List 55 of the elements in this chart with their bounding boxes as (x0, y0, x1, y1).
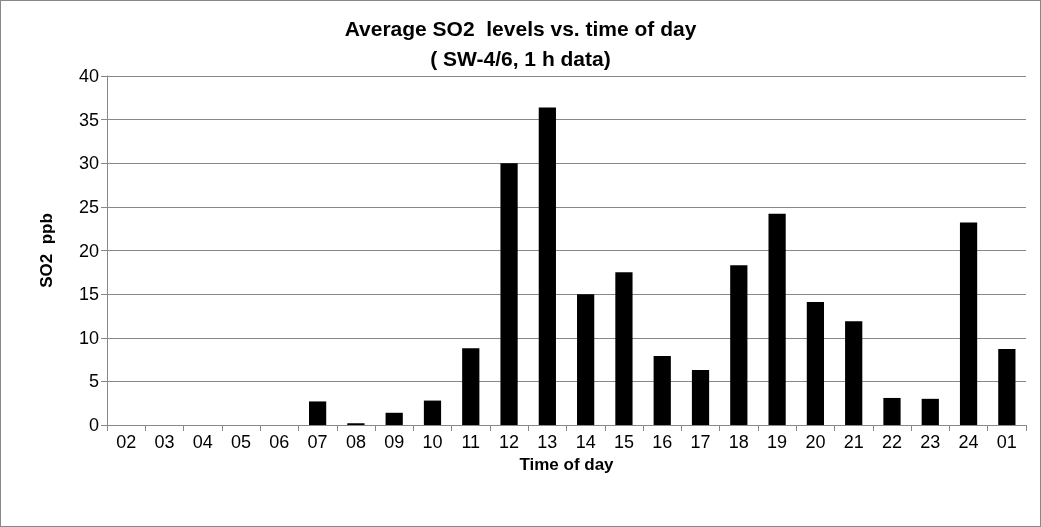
bar (845, 321, 863, 425)
y-tick-label: 35 (78, 109, 99, 130)
x-tick-label: 11 (461, 432, 481, 452)
bar (653, 356, 671, 425)
y-tick-label: 5 (88, 371, 99, 392)
bar (615, 272, 633, 425)
y-tick-label: 30 (78, 153, 99, 174)
x-tick-label: 18 (728, 432, 749, 452)
x-tick-label: 06 (269, 432, 290, 452)
x-tick-label: 09 (384, 432, 405, 452)
y-tick-label: 40 (78, 66, 99, 86)
x-tick-label: 14 (575, 432, 596, 452)
x-tick-label: 02 (116, 432, 137, 452)
y-tick-label: 10 (78, 327, 99, 348)
bar (308, 401, 327, 425)
bar (538, 107, 556, 425)
bar (462, 348, 480, 425)
x-tick-label: 19 (767, 432, 788, 452)
x-tick-label: 15 (613, 432, 634, 452)
x-tick-label: 21 (843, 432, 864, 452)
bar (423, 400, 442, 425)
bar (959, 222, 978, 425)
x-tick-label: 23 (920, 432, 941, 452)
bar (806, 301, 825, 425)
bar (500, 163, 518, 425)
x-tick-label: 22 (881, 432, 902, 452)
bar (998, 349, 1016, 425)
chart-title: Average SO2 levels vs. time of day (344, 17, 697, 40)
y-axis-title: SO2 ppb (37, 213, 56, 288)
chart-subtitle: ( SW-4/6, 1 h data) (430, 47, 611, 70)
x-tick-label: 01 (996, 432, 1017, 452)
x-tick-label: 10 (422, 432, 443, 452)
y-tick-label: 15 (78, 284, 99, 305)
x-tick-label: 07 (307, 432, 328, 452)
x-tick-label: 17 (690, 432, 711, 452)
y-tick-label: 0 (88, 415, 99, 435)
x-tick-label: 08 (345, 432, 366, 452)
x-tick-label: 05 (231, 432, 252, 452)
x-axis-title: Time of day (519, 454, 615, 474)
x-tick-label: 03 (154, 432, 175, 452)
bar (768, 213, 786, 425)
x-tick-label: 20 (805, 432, 826, 452)
y-tick-label: 20 (78, 240, 99, 261)
bar (883, 397, 901, 425)
bar (921, 398, 939, 425)
bar (385, 412, 403, 425)
x-tick-label: 04 (192, 432, 213, 452)
bar (577, 294, 595, 425)
x-tick-label: 13 (537, 432, 558, 452)
x-tick-label: 24 (958, 432, 979, 452)
bar (691, 370, 710, 425)
bar (730, 265, 748, 425)
x-tick-label: 12 (499, 432, 520, 452)
y-tick-label: 25 (78, 196, 99, 217)
x-tick-label: 16 (652, 432, 673, 452)
